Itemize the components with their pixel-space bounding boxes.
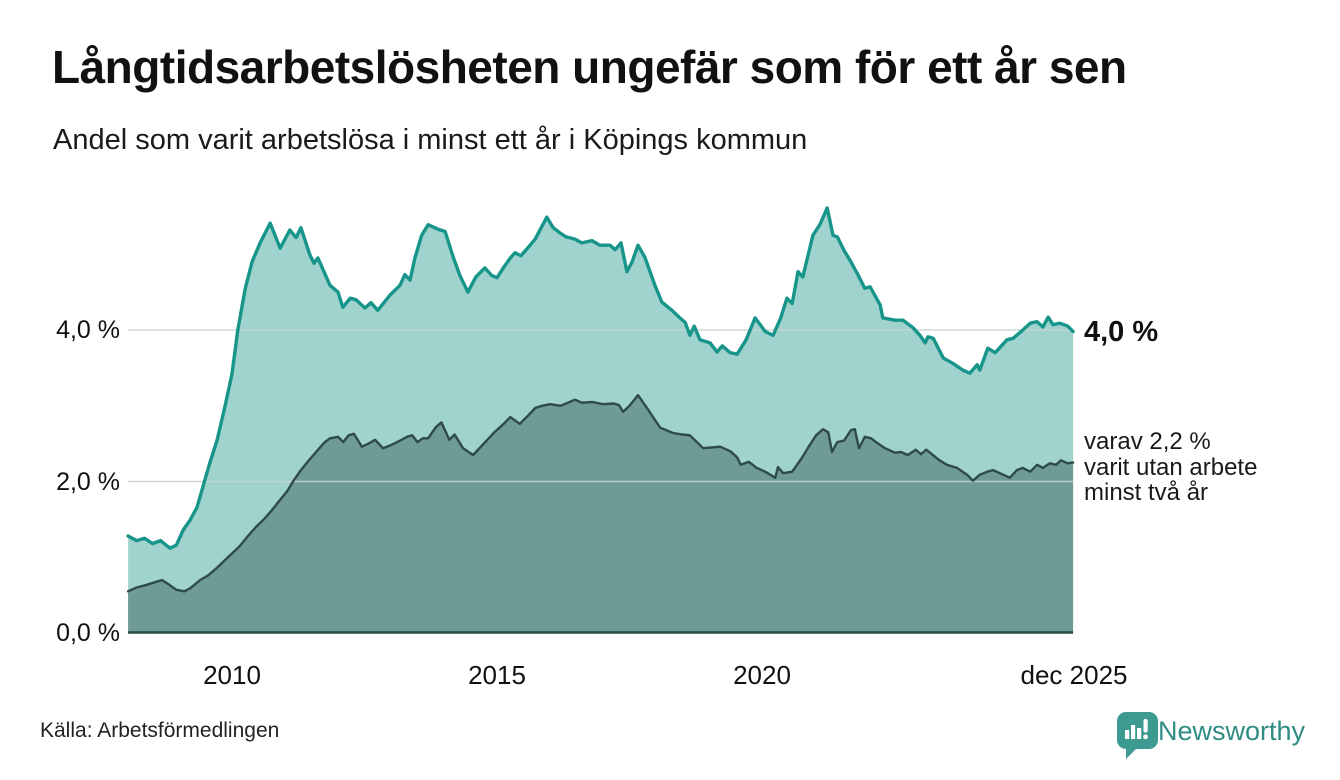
newsworthy-logo-icon bbox=[1117, 712, 1158, 759]
area-min-one-year bbox=[128, 208, 1074, 633]
secondary-value-line3: minst två år bbox=[1084, 479, 1209, 506]
secondary-value-label: varav 2,2 % varit utan arbete minst två … bbox=[1084, 429, 1257, 506]
x-tick-2020: 2020 bbox=[733, 660, 791, 690]
y-tick-0: 0,0 % bbox=[56, 619, 120, 647]
y-tick-2: 2,0 % bbox=[56, 467, 120, 496]
x-tick-dec-2025: dec 2025 bbox=[1020, 660, 1128, 690]
area-min-two-years bbox=[128, 395, 1074, 633]
y-tick-4: 4,0 % bbox=[56, 316, 120, 344]
line-min-one-year bbox=[126, 206, 1075, 550]
page-subtitle: Andel som varit arbetslösa i minst ett å… bbox=[53, 124, 808, 156]
secondary-value-line1: varav 2,2 % bbox=[1084, 428, 1211, 455]
newsworthy-wordmark: Newsworthy bbox=[1158, 716, 1306, 746]
x-tick-2010: 2010 bbox=[203, 660, 261, 690]
logo-bar-chart-glyph bbox=[1125, 719, 1148, 740]
line-min-two-years bbox=[126, 393, 1075, 593]
source-attribution: Källa: Arbetsförmedlingen bbox=[40, 719, 280, 742]
latest-value-label: 4,0 % bbox=[1084, 316, 1159, 348]
speech-bubble-shape bbox=[1117, 712, 1158, 759]
x-tick-2015: 2015 bbox=[468, 660, 526, 690]
secondary-value-line2: varit utan arbete bbox=[1084, 453, 1258, 481]
page-title: Långtidsarbetslösheten ungefär som för e… bbox=[52, 41, 1127, 93]
